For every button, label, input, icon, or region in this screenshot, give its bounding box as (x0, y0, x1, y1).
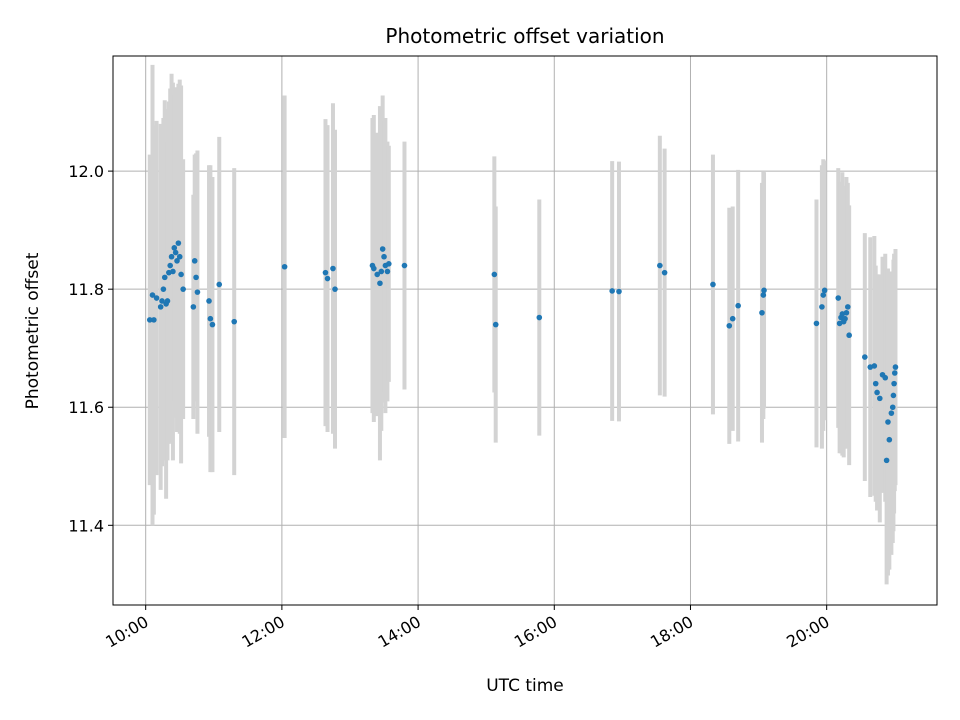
data-point (892, 364, 899, 370)
data-point (820, 292, 827, 298)
data-point (379, 246, 386, 252)
data-point (153, 295, 160, 301)
data-point (735, 302, 741, 309)
data-point (281, 263, 288, 270)
data-point (167, 262, 174, 269)
data-point (876, 395, 883, 402)
data-point (157, 304, 164, 310)
data-point (216, 281, 223, 288)
data-point (761, 287, 767, 294)
data-point (846, 332, 852, 339)
data-point (821, 287, 828, 294)
data-point (835, 295, 842, 301)
data-point (842, 315, 848, 322)
data-point (322, 269, 329, 276)
data-point (882, 374, 889, 381)
data-point (180, 286, 186, 292)
data-point (760, 292, 767, 298)
data-point (206, 298, 212, 304)
data-point (207, 315, 214, 322)
data-point (231, 318, 238, 325)
y-axis-label: Photometric offset (23, 252, 43, 409)
data-point (813, 320, 820, 327)
data-point (819, 304, 825, 310)
data-point (885, 419, 891, 425)
data-point (176, 253, 183, 260)
data-point (862, 354, 868, 360)
y-tick-label: 11.8 (68, 280, 104, 299)
data-point (378, 268, 385, 275)
data-point (172, 249, 179, 256)
plot-frame (112, 55, 938, 606)
data-point (386, 260, 392, 267)
data-point (178, 271, 184, 278)
data-point (209, 321, 216, 328)
data-point (384, 268, 391, 275)
data-point (871, 363, 878, 369)
data-points (146, 240, 899, 464)
data-point (891, 370, 898, 376)
data-point (657, 262, 663, 269)
data-point (491, 271, 498, 278)
data-point (536, 314, 543, 321)
data-point (374, 271, 381, 278)
y-tick-label: 11.6 (68, 398, 104, 417)
data-point (609, 288, 615, 294)
data-point (401, 262, 408, 269)
data-point (191, 258, 198, 264)
data-point (726, 322, 733, 329)
data-point (170, 268, 176, 275)
data-point (377, 280, 383, 287)
data-point (729, 315, 736, 322)
data-point (661, 269, 668, 276)
data-point (888, 410, 895, 416)
data-point (171, 245, 178, 251)
data-point (332, 286, 338, 292)
data-point (149, 292, 156, 298)
data-point (843, 309, 850, 316)
grid (113, 56, 937, 605)
chart-title: Photometric offset variation (385, 24, 664, 48)
data-point (371, 265, 377, 272)
data-point (844, 304, 851, 310)
data-point (193, 274, 199, 281)
data-point (161, 274, 168, 281)
data-point (194, 289, 201, 295)
data-point (146, 317, 153, 323)
y-tick-label: 11.4 (68, 516, 104, 535)
data-point (891, 380, 897, 387)
data-point (174, 258, 180, 264)
y-tick-label: 12.0 (68, 162, 104, 181)
data-point (330, 265, 336, 272)
data-point (151, 317, 157, 323)
data-point (168, 253, 175, 260)
data-point (889, 404, 896, 411)
data-point (159, 298, 165, 304)
data-point (175, 240, 182, 246)
data-point (872, 380, 879, 387)
data-point (886, 436, 893, 443)
data-point (874, 389, 880, 396)
x-axis-label: UTC time (486, 676, 564, 696)
data-point (616, 288, 622, 295)
data-point (759, 309, 765, 316)
data-point (710, 281, 716, 288)
data-point (190, 304, 197, 310)
data-point (160, 286, 167, 292)
y-axis: 11.4 11.6 11.8 12.0 (68, 162, 113, 535)
data-point (381, 253, 387, 260)
data-point (883, 457, 890, 464)
data-point (324, 275, 331, 282)
data-point (164, 298, 171, 304)
data-point (492, 321, 499, 328)
data-point (890, 392, 897, 399)
